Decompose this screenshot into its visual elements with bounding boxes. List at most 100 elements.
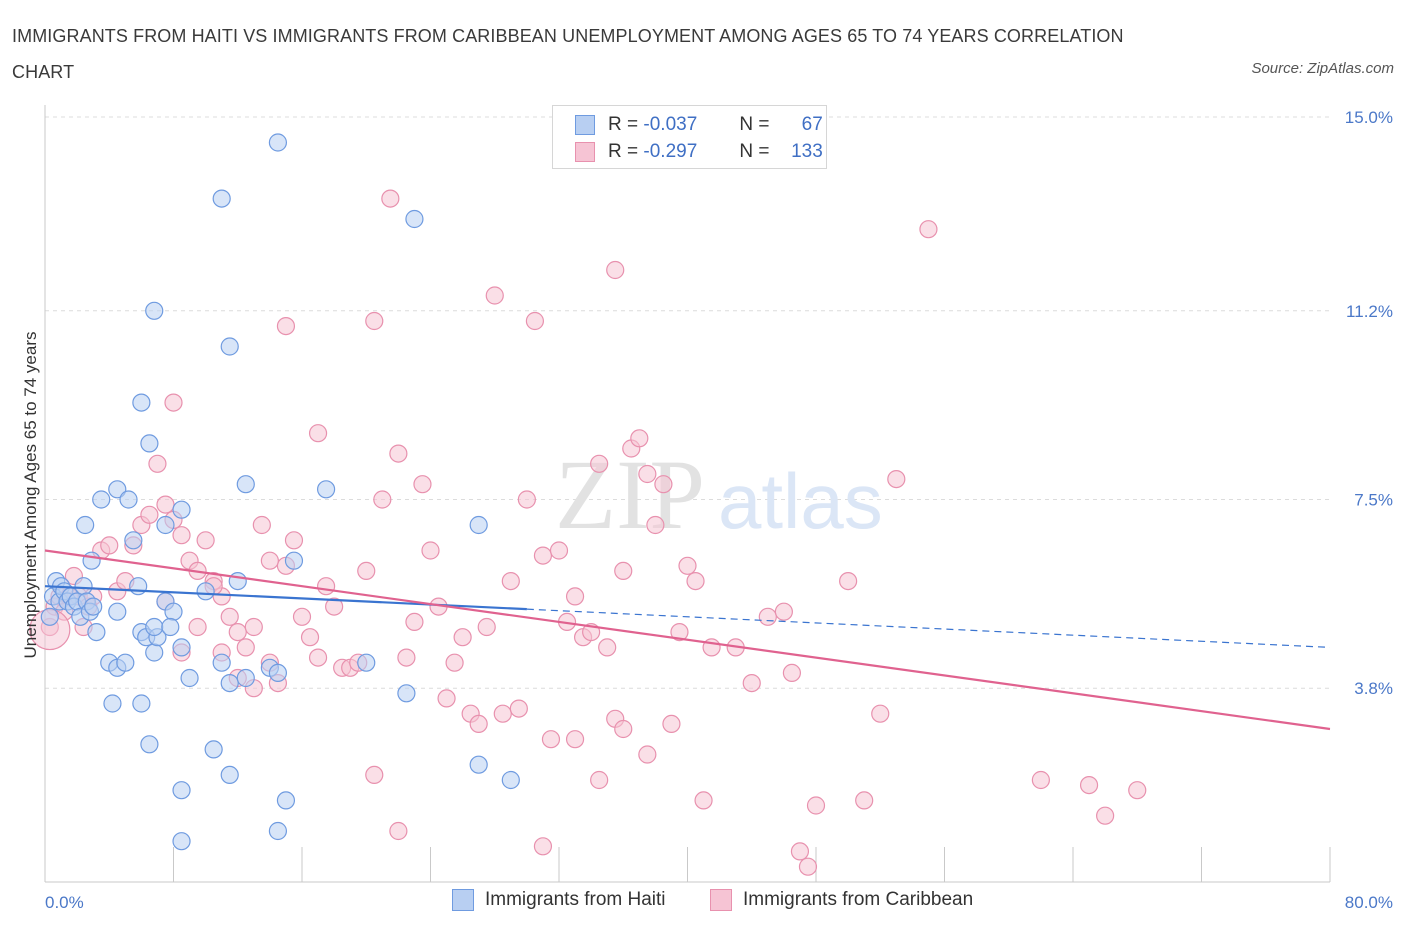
caribbean-point — [445, 653, 464, 672]
haiti-point — [172, 500, 191, 519]
caribbean-point — [172, 526, 191, 545]
caribbean-point — [782, 663, 802, 683]
haiti-point — [276, 791, 296, 810]
caribbean-point — [590, 770, 609, 790]
caribbean-point — [758, 607, 777, 626]
caribbean-point — [236, 638, 255, 657]
haiti-point — [204, 740, 223, 759]
caribbean-point — [678, 556, 697, 575]
caribbean-point — [509, 699, 528, 718]
source-credit: Source: ZipAtlas.com — [1251, 60, 1394, 77]
legend-item-haiti[interactable]: Immigrants from Haiti — [452, 889, 666, 911]
haiti-point — [212, 189, 231, 208]
haiti-point — [40, 607, 59, 626]
haiti-point — [145, 617, 164, 637]
caribbean-point — [300, 628, 320, 647]
haiti-point — [84, 597, 103, 616]
haiti-point — [268, 663, 288, 683]
caribbean-legend-swatch — [710, 889, 732, 911]
caribbean-point — [437, 689, 456, 708]
haiti-point — [316, 480, 336, 499]
haiti-point — [212, 653, 231, 672]
haiti-point — [87, 622, 106, 642]
caribbean-point — [316, 577, 336, 596]
haiti-point — [164, 602, 183, 621]
haiti-point — [132, 694, 151, 713]
y-tick-label: 7.5% — [1354, 491, 1393, 510]
haiti-point — [469, 515, 488, 535]
caribbean-point — [1096, 806, 1115, 825]
caribbean-point — [598, 638, 617, 657]
haiti-point — [76, 515, 95, 535]
legend-item-caribbean[interactable]: Immigrants from Caribbean — [710, 889, 973, 911]
caribbean-point — [244, 617, 263, 637]
caribbean-point — [260, 551, 279, 570]
caribbean-point — [686, 571, 705, 591]
caribbean-point — [140, 505, 159, 524]
caribbean-trend-line — [44, 549, 1331, 731]
caribbean-point — [156, 495, 175, 514]
caribbean-point — [565, 587, 585, 606]
caribbean-point — [742, 673, 761, 693]
haiti-point — [501, 770, 520, 790]
grid-lines — [45, 116, 1330, 689]
haiti-point — [156, 515, 175, 535]
caribbean-point — [541, 730, 561, 749]
haiti-point — [220, 337, 239, 356]
caribbean-point — [469, 714, 488, 734]
caribbean-point — [630, 429, 649, 448]
haiti-point — [124, 531, 143, 550]
haiti-point — [116, 653, 135, 672]
series-legend: Immigrants from Haiti Immigrants from Ca… — [0, 889, 1406, 915]
caribbean-point — [855, 791, 874, 810]
caribbean-point — [228, 622, 247, 642]
legend-row-haiti: R = -0.037 N = 67 — [575, 113, 823, 137]
caribbean-r-value: -0.297 — [643, 141, 698, 162]
caribbean-point — [806, 796, 826, 815]
haiti-point — [405, 209, 424, 229]
haiti-point — [268, 821, 288, 841]
caribbean-point — [798, 857, 818, 876]
caribbean-point — [308, 424, 328, 443]
haiti-point — [161, 617, 180, 637]
caribbean-point — [654, 475, 673, 494]
x-tick-label: 0.0% — [45, 893, 84, 912]
caribbean-point — [453, 628, 472, 647]
haiti-r-label: R = — [608, 114, 639, 135]
caribbean-point — [284, 531, 304, 550]
caribbean-point — [774, 602, 793, 621]
caribbean-point — [533, 546, 553, 565]
caribbean-point — [405, 612, 424, 632]
caribbean-point — [517, 490, 536, 509]
y-tick-label: 15.0% — [1345, 108, 1393, 127]
haiti-point — [228, 571, 247, 591]
trend-lines — [44, 549, 1331, 731]
caribbean-point — [308, 648, 328, 667]
stats-legend: R = -0.037 N = 67 R = -0.297 N = 133 — [552, 105, 827, 169]
caribbean-r-label: R = — [608, 141, 639, 162]
caribbean-point — [389, 444, 408, 463]
tick-labels: 3.8% 7.5% 11.2% 15.0% 0.0% 80.0% — [45, 108, 1393, 912]
caribbean-point — [421, 541, 440, 560]
haiti-point — [172, 638, 191, 657]
haiti-point — [220, 673, 239, 693]
caribbean-legend-label: Immigrants from Caribbean — [743, 889, 974, 910]
caribbean-point — [839, 571, 858, 591]
caribbean-point — [1128, 781, 1147, 800]
haiti-point — [469, 755, 488, 774]
watermark: ZIP atlas — [555, 439, 883, 550]
haiti-point — [145, 301, 164, 320]
legend-row-caribbean: R = -0.297 N = 133 — [575, 140, 823, 164]
haiti-point — [129, 577, 148, 596]
caribbean-point — [565, 730, 585, 749]
caribbean-point — [252, 515, 271, 535]
caribbean-point — [501, 571, 520, 591]
caribbean-point — [365, 765, 384, 785]
caribbean-point — [164, 393, 183, 412]
haiti-point — [180, 668, 199, 688]
chart-title: IMMIGRANTS FROM HAITI VS IMMIGRANTS FROM… — [12, 26, 1124, 82]
haiti-point — [132, 393, 151, 412]
caribbean-point — [606, 260, 625, 280]
caribbean-point — [670, 622, 689, 642]
caribbean-point — [276, 317, 296, 336]
